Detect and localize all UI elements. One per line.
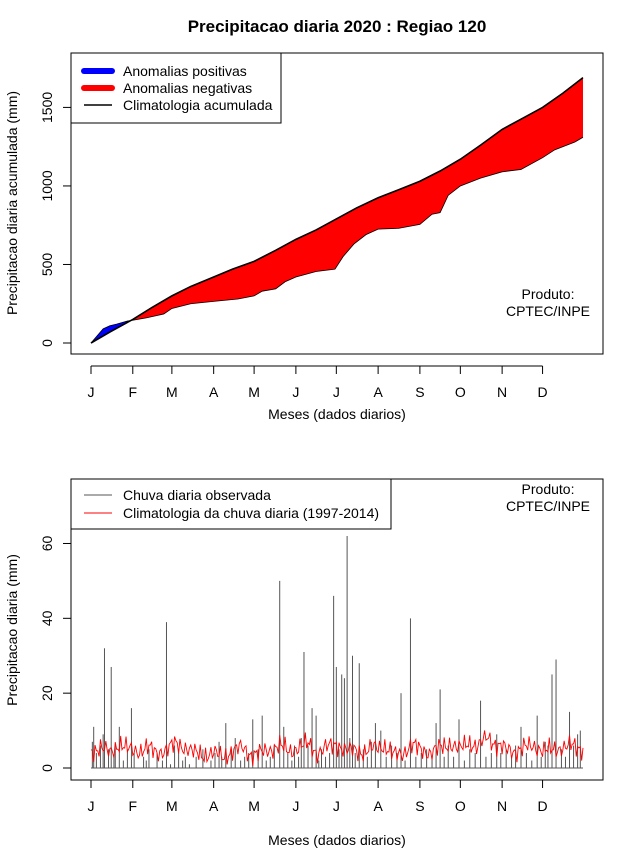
observed-accumulated-line: [90, 136, 584, 344]
y-tick-label: 0: [39, 764, 55, 772]
x-tick-label: M: [166, 384, 178, 400]
annotation-line: CPTEC/INPE: [506, 303, 590, 319]
y-tick-label: 20: [39, 685, 55, 701]
x-tick-label: S: [415, 384, 424, 400]
x-tick-label: M: [166, 798, 178, 814]
climatology-accumulated-line: [90, 76, 584, 344]
y-axis-label: Precipitacao diaria acumulada (mm): [4, 91, 20, 315]
chart-title: Precipitacao diaria 2020 : Regiao 120: [188, 17, 487, 36]
annotation-line: CPTEC/INPE: [506, 498, 590, 514]
annotation-line: Produto:: [522, 286, 575, 302]
x-tick-label: J: [292, 384, 299, 400]
y-axis: 0 20 40 60: [39, 535, 72, 772]
x-tick-label: J: [88, 798, 95, 814]
x-tick-label: O: [455, 384, 466, 400]
x-tick-label: N: [497, 798, 507, 814]
x-tick-label: A: [209, 798, 219, 814]
anomaly-area: [90, 76, 584, 344]
legend: Chuva diaria observada Climatologia da c…: [70, 478, 392, 530]
legend-label: Anomalias negativas: [123, 80, 252, 96]
x-tick-label: J: [88, 384, 95, 400]
x-tick-label: A: [373, 798, 383, 814]
climatology-daily-line: [90, 730, 584, 766]
climatology-line: [90, 730, 584, 766]
x-tick-label: D: [537, 798, 547, 814]
legend-label: Climatologia da chuva diaria (1997-2014): [123, 505, 379, 521]
x-tick-label: A: [209, 384, 219, 400]
x-axis-label: Meses (dados diarios): [268, 832, 406, 848]
y-axis-label: Precipitacao diaria (mm): [4, 554, 20, 706]
x-tick-label: M: [248, 384, 260, 400]
x-tick-label: O: [455, 798, 466, 814]
x-tick-label: S: [415, 798, 424, 814]
legend-label: Chuva diaria observada: [123, 487, 271, 503]
x-tick-label: M: [248, 798, 260, 814]
x-tick-label: J: [292, 798, 299, 814]
y-tick-label: 1000: [39, 170, 55, 201]
x-axis-label: Meses (dados diarios): [268, 406, 406, 422]
daily-panel: 0 20 40 60 J F M A M J J A S O N D Meses (dados diario…: [4, 478, 604, 848]
y-axis: 0 500 1000 1500: [39, 92, 72, 347]
legend-label: Anomalias positivas: [123, 63, 247, 79]
daily-bars: [91, 536, 583, 769]
accumulated-panel: 0 500 1000 1500 J F M A M J J A S O N D Meses (dados d…: [4, 52, 604, 422]
y-tick-label: 0: [39, 339, 55, 347]
x-tick-label: J: [333, 384, 340, 400]
negative-anomaly-area: [91, 77, 583, 343]
annotation-line: Produto:: [522, 481, 575, 497]
x-tick-label: D: [537, 384, 547, 400]
legend-box: [70, 478, 392, 530]
y-tick-label: 40: [39, 610, 55, 626]
legend-label: Climatologia acumulada: [123, 97, 273, 113]
y-tick-label: 60: [39, 535, 55, 551]
x-tick-label: F: [129, 798, 138, 814]
x-tick-label: F: [129, 384, 138, 400]
x-tick-label: N: [497, 384, 507, 400]
y-tick-label: 500: [39, 253, 55, 277]
x-tick-label: J: [333, 798, 340, 814]
legend: Anomalias positivas Anomalias negativas …: [70, 52, 282, 124]
y-tick-label: 1500: [39, 92, 55, 123]
x-tick-label: A: [373, 384, 383, 400]
